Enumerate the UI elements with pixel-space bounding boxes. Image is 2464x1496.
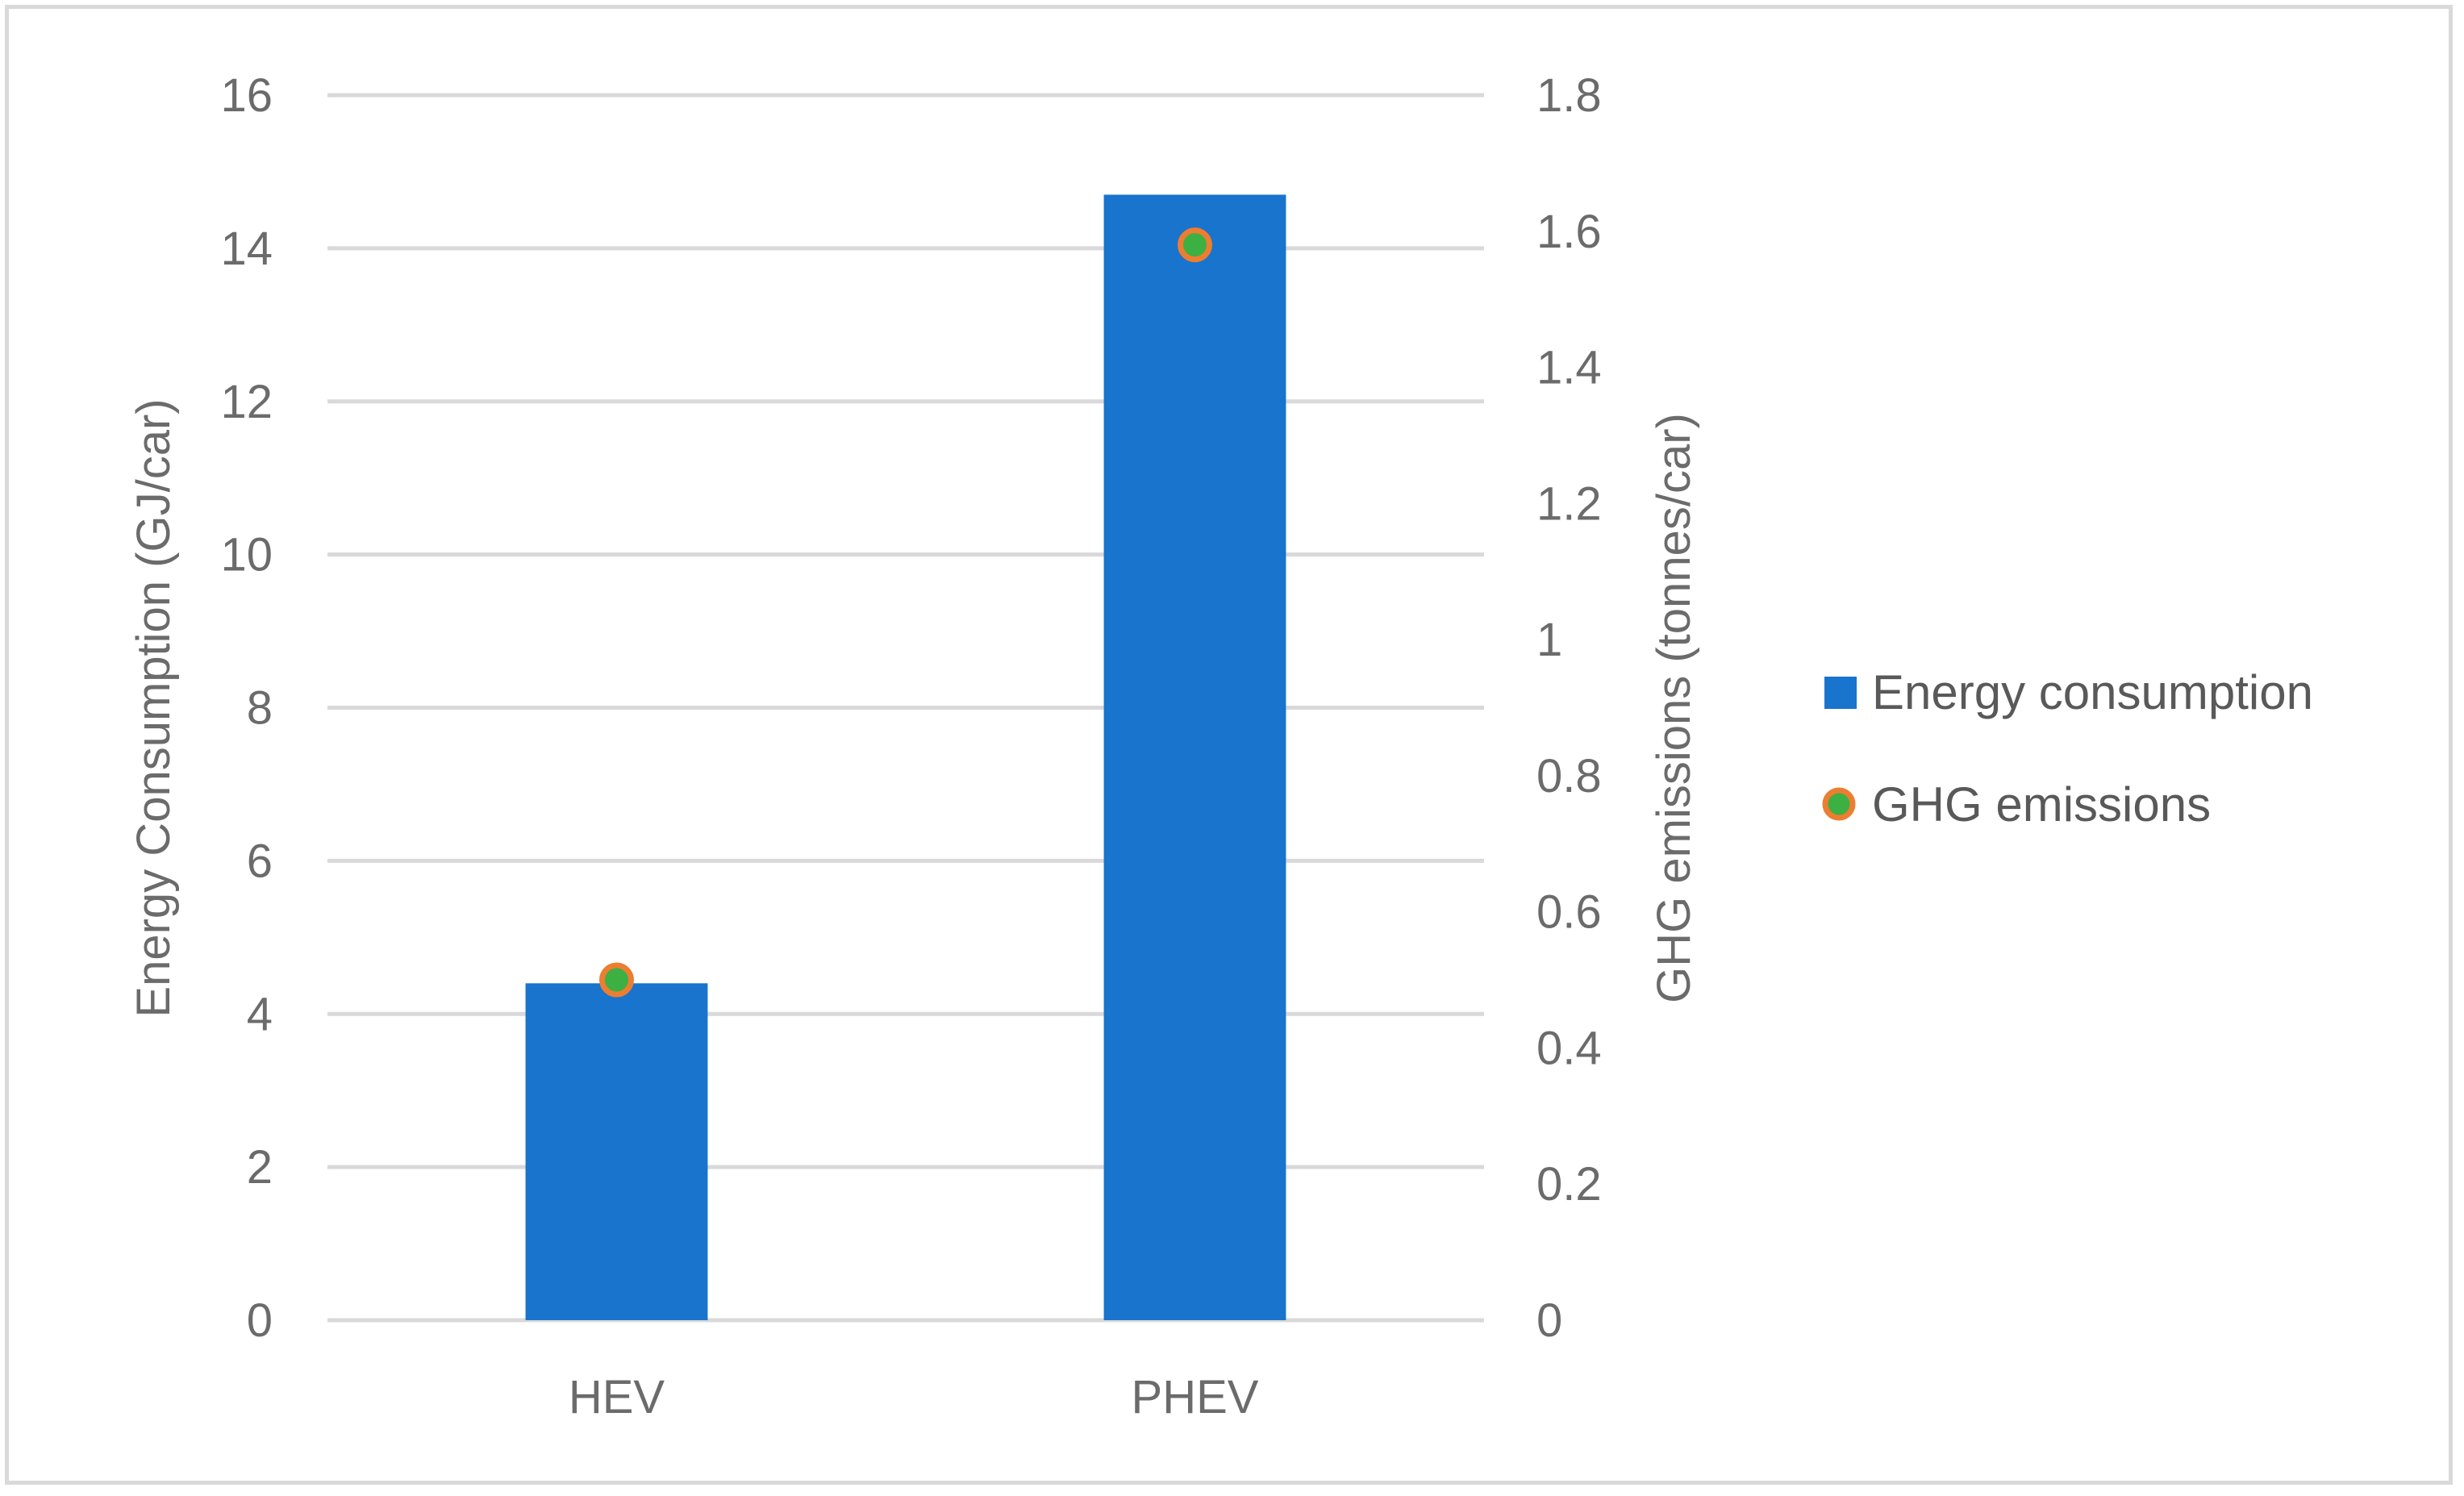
left-tick-label: 14	[220, 223, 273, 275]
right-tick-label: 1	[1536, 614, 1562, 666]
marker-series	[599, 227, 1212, 998]
right-tick-label: 0.2	[1536, 1158, 1602, 1211]
marker-phev	[1178, 227, 1212, 263]
left-tick-label: 10	[220, 529, 273, 581]
left-axis-title: Energy Consumption (GJ/car)	[127, 398, 180, 1017]
left-tick-label: 8	[247, 682, 273, 735]
right-axis-title: GHG emissions (tonnes/car)	[1648, 413, 1700, 1003]
x-tick-label: PHEV	[1132, 1371, 1259, 1423]
bar-phev	[1103, 194, 1286, 1321]
right-tick-label: 0.8	[1536, 750, 1602, 802]
legend-marker-ghg	[1822, 787, 1856, 821]
right-tick-label: 1.6	[1536, 206, 1602, 258]
right-tick-label: 1.4	[1536, 342, 1602, 394]
marker-hev	[599, 962, 634, 998]
right-tick-label: 1.8	[1536, 69, 1602, 122]
legend-label-ghg: GHG emissions	[1872, 777, 2211, 831]
right-tick-label: 1.2	[1536, 477, 1602, 530]
legend-label-energy: Energy consumption	[1872, 665, 2313, 719]
x-axis-ticks: HEV PHEV	[569, 1371, 1259, 1423]
right-tick-label: 0.6	[1536, 886, 1602, 939]
left-tick-label: 4	[247, 988, 273, 1040]
left-tick-label: 12	[220, 376, 273, 428]
left-axis-ticks: 0 2 4 6 8 10 12 14 16	[220, 69, 273, 1347]
right-tick-label: 0.4	[1536, 1022, 1602, 1074]
right-tick-label: 0	[1536, 1294, 1562, 1347]
legend-swatch-energy	[1824, 677, 1857, 709]
bar-series	[525, 194, 1286, 1321]
left-tick-label: 16	[220, 69, 273, 122]
left-tick-label: 6	[247, 835, 273, 887]
left-tick-label: 2	[247, 1141, 273, 1194]
x-tick-label: HEV	[569, 1371, 665, 1423]
bar-hev	[525, 983, 708, 1320]
left-tick-label: 0	[247, 1294, 273, 1347]
legend: Energy consumption GHG emissions	[1822, 665, 2313, 831]
gridlines	[327, 93, 1484, 1323]
right-axis-ticks: 0 0.2 0.4 0.6 0.8 1 1.2 1.4 1.6 1.8	[1536, 69, 1602, 1347]
